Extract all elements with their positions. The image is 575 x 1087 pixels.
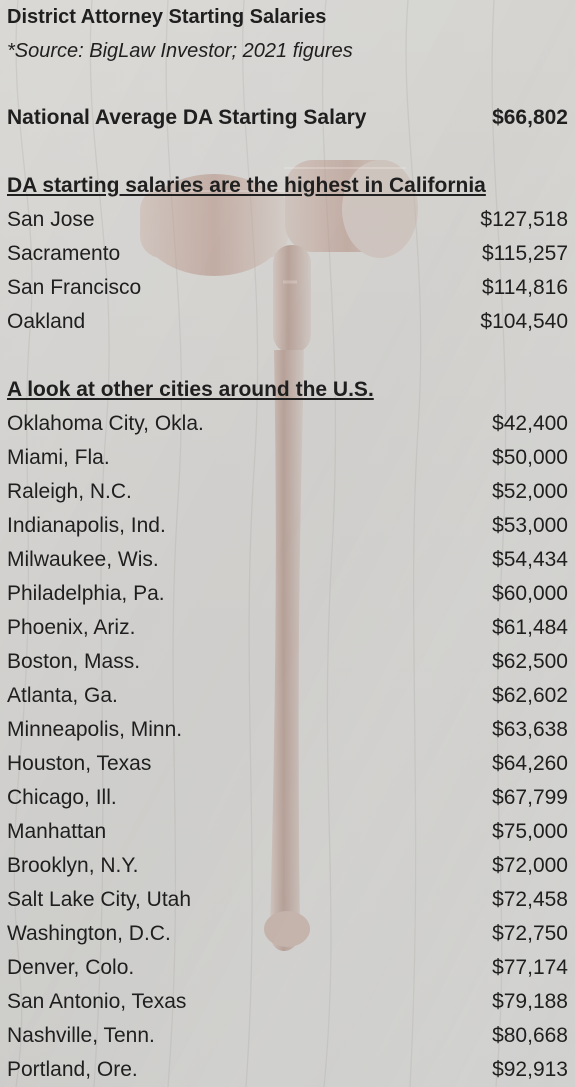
salary-row: Milwaukee, Wis. $54,434 [7, 543, 568, 577]
salary-row: Portland, Ore. $92,913 [7, 1053, 568, 1087]
city-label: Atlanta, Ga. [7, 684, 118, 707]
salary-value: $115,257 [481, 242, 568, 265]
salary-row: Washington, D.C. $72,750 [7, 917, 568, 951]
city-label: San Francisco [7, 276, 142, 299]
salary-row: Atlanta, Ga. $62,602 [7, 679, 568, 713]
city-label: Philadelphia, Pa. [7, 582, 165, 605]
chart-title: District Attorney Starting Salaries [7, 6, 327, 28]
chart-subtitle: *Source: BigLaw Investor; 2021 figures [7, 40, 353, 62]
salary-row: Denver, Colo. $77,174 [7, 951, 568, 985]
city-label: Oakland [7, 310, 86, 333]
salary-row: Miami, Fla. $50,000 [7, 441, 568, 475]
city-label: Salt Lake City, Utah [7, 888, 192, 911]
salary-value: $72,000 [492, 854, 568, 877]
salary-value: $60,000 [492, 582, 568, 605]
city-label: Nashville, Tenn. [7, 1024, 155, 1047]
city-label: Oklahoma City, Okla. [7, 412, 204, 435]
salary-value: $53,000 [492, 514, 568, 537]
city-label: Chicago, Ill. [7, 786, 117, 809]
salary-value: $92,913 [492, 1058, 568, 1081]
salary-row: Nashville, Tenn. $80,668 [7, 1019, 568, 1053]
national-average-value: $66,802 [492, 106, 568, 129]
salary-row: Oakland $104,540 [7, 305, 568, 339]
salary-row: Philadelphia, Pa. $60,000 [7, 577, 568, 611]
salary-value: $72,750 [492, 922, 568, 945]
salary-value: $63,638 [492, 718, 568, 741]
city-label: Milwaukee, Wis. [7, 548, 159, 571]
salary-row: Raleigh, N.C. $52,000 [7, 475, 568, 509]
salary-row: Boston, Mass. $62,500 [7, 645, 568, 679]
city-label: San Jose [7, 208, 95, 231]
salary-row: San Jose $127,518 [7, 203, 568, 237]
salary-value: $67,799 [492, 786, 568, 809]
city-label: Indianapolis, Ind. [7, 514, 166, 537]
salary-row: Brooklyn, N.Y. $72,000 [7, 849, 568, 883]
salary-row: Manhattan $75,000 [7, 815, 568, 849]
national-average-label: National Average DA Starting Salary [7, 106, 367, 129]
salary-value: $42,400 [492, 412, 568, 435]
salary-value: $104,540 [480, 310, 568, 333]
salary-value: $80,668 [492, 1024, 568, 1047]
city-label: Phoenix, Ariz. [7, 616, 136, 639]
city-label: Raleigh, N.C. [7, 480, 132, 503]
section-heading: DA starting salaries are the highest in … [7, 174, 486, 197]
city-label: Denver, Colo. [7, 956, 135, 979]
salary-row: San Francisco $114,816 [7, 271, 568, 305]
city-label: Portland, Ore. [7, 1058, 138, 1081]
city-label: Boston, Mass. [7, 650, 141, 673]
city-label: Sacramento [7, 242, 121, 265]
salary-row: Minneapolis, Minn. $63,638 [7, 713, 568, 747]
salary-value: $75,000 [492, 820, 568, 843]
city-label: Houston, Texas [7, 752, 152, 775]
salary-row: San Antonio, Texas $79,188 [7, 985, 568, 1019]
salary-row: Phoenix, Ariz. $61,484 [7, 611, 568, 645]
city-label: Miami, Fla. [7, 446, 110, 469]
salary-row: Chicago, Ill. $67,799 [7, 781, 568, 815]
salary-value: $54,434 [492, 548, 568, 571]
salary-value: $127,518 [480, 208, 568, 231]
city-label: San Antonio, Texas [7, 990, 187, 1013]
section-heading: A look at other cities around the U.S. [7, 378, 374, 401]
salary-value: $62,602 [492, 684, 568, 707]
salary-row: Oklahoma City, Okla. $42,400 [7, 407, 568, 441]
salary-value: $77,174 [492, 956, 568, 979]
salary-value: $62,500 [492, 650, 568, 673]
salary-row: Indianapolis, Ind. $53,000 [7, 509, 568, 543]
salary-value: $61,484 [492, 616, 568, 639]
salary-row: Salt Lake City, Utah $72,458 [7, 883, 568, 917]
salary-value: $72,458 [492, 888, 568, 911]
national-average-row: National Average DA Starting Salary $66,… [7, 101, 568, 135]
salary-value: $114,816 [481, 276, 568, 299]
salary-row: Houston, Texas $64,260 [7, 747, 568, 781]
city-label: Manhattan [7, 820, 107, 843]
salary-value: $52,000 [492, 480, 568, 503]
city-label: Washington, D.C. [7, 922, 171, 945]
salary-row: Sacramento $115,257 [7, 237, 568, 271]
salary-value: $50,000 [492, 446, 568, 469]
salary-value: $64,260 [492, 752, 568, 775]
salary-value: $79,188 [492, 990, 568, 1013]
city-label: Brooklyn, N.Y. [7, 854, 139, 877]
city-label: Minneapolis, Minn. [7, 718, 183, 741]
